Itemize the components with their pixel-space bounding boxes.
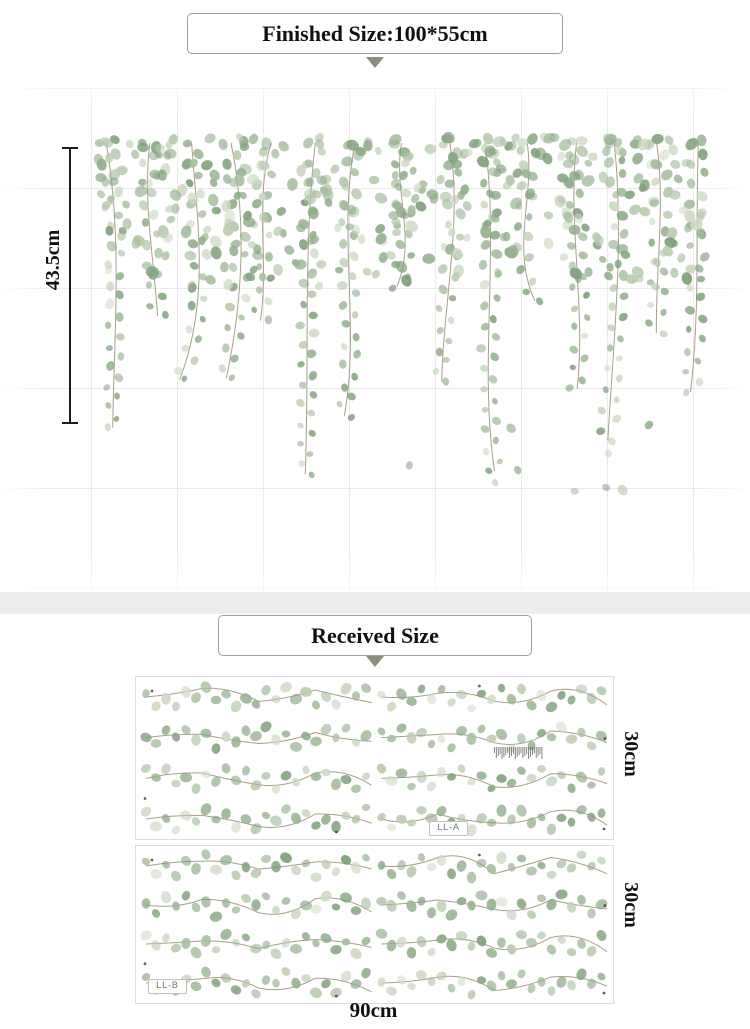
sticker-sheet-a: LL-A xyxy=(135,676,614,840)
hanging-vines-art xyxy=(93,131,710,496)
finished-size-badge: Finished Size:100*55cm xyxy=(187,13,563,54)
dimension-cap-top xyxy=(62,147,78,149)
received-size-text: Received Size xyxy=(311,623,439,648)
sheet-a-art xyxy=(140,681,608,837)
wall-preview xyxy=(0,85,750,592)
sheet-width-label: 90cm xyxy=(349,998,398,1022)
sheet-b-art xyxy=(140,849,608,1000)
sheet-code-label: LL-A xyxy=(429,821,469,836)
height-dimension-line xyxy=(69,148,71,424)
down-arrow-icon xyxy=(366,57,384,68)
height-dimension-label: 43.5cm xyxy=(42,229,64,291)
section-divider xyxy=(0,592,750,614)
dimension-cap-bottom xyxy=(62,422,78,424)
sticker-sheet-b: LL-B xyxy=(135,845,614,1004)
barcode-mark xyxy=(494,747,543,759)
sheet-height-label: 30cm xyxy=(620,882,642,928)
finished-size-text: Finished Size:100*55cm xyxy=(262,21,488,46)
received-size-badge: Received Size xyxy=(218,615,532,656)
sheet-height-label: 30cm xyxy=(620,731,642,777)
sheet-code-label: LL-B xyxy=(148,979,187,994)
down-arrow-icon xyxy=(366,656,384,667)
